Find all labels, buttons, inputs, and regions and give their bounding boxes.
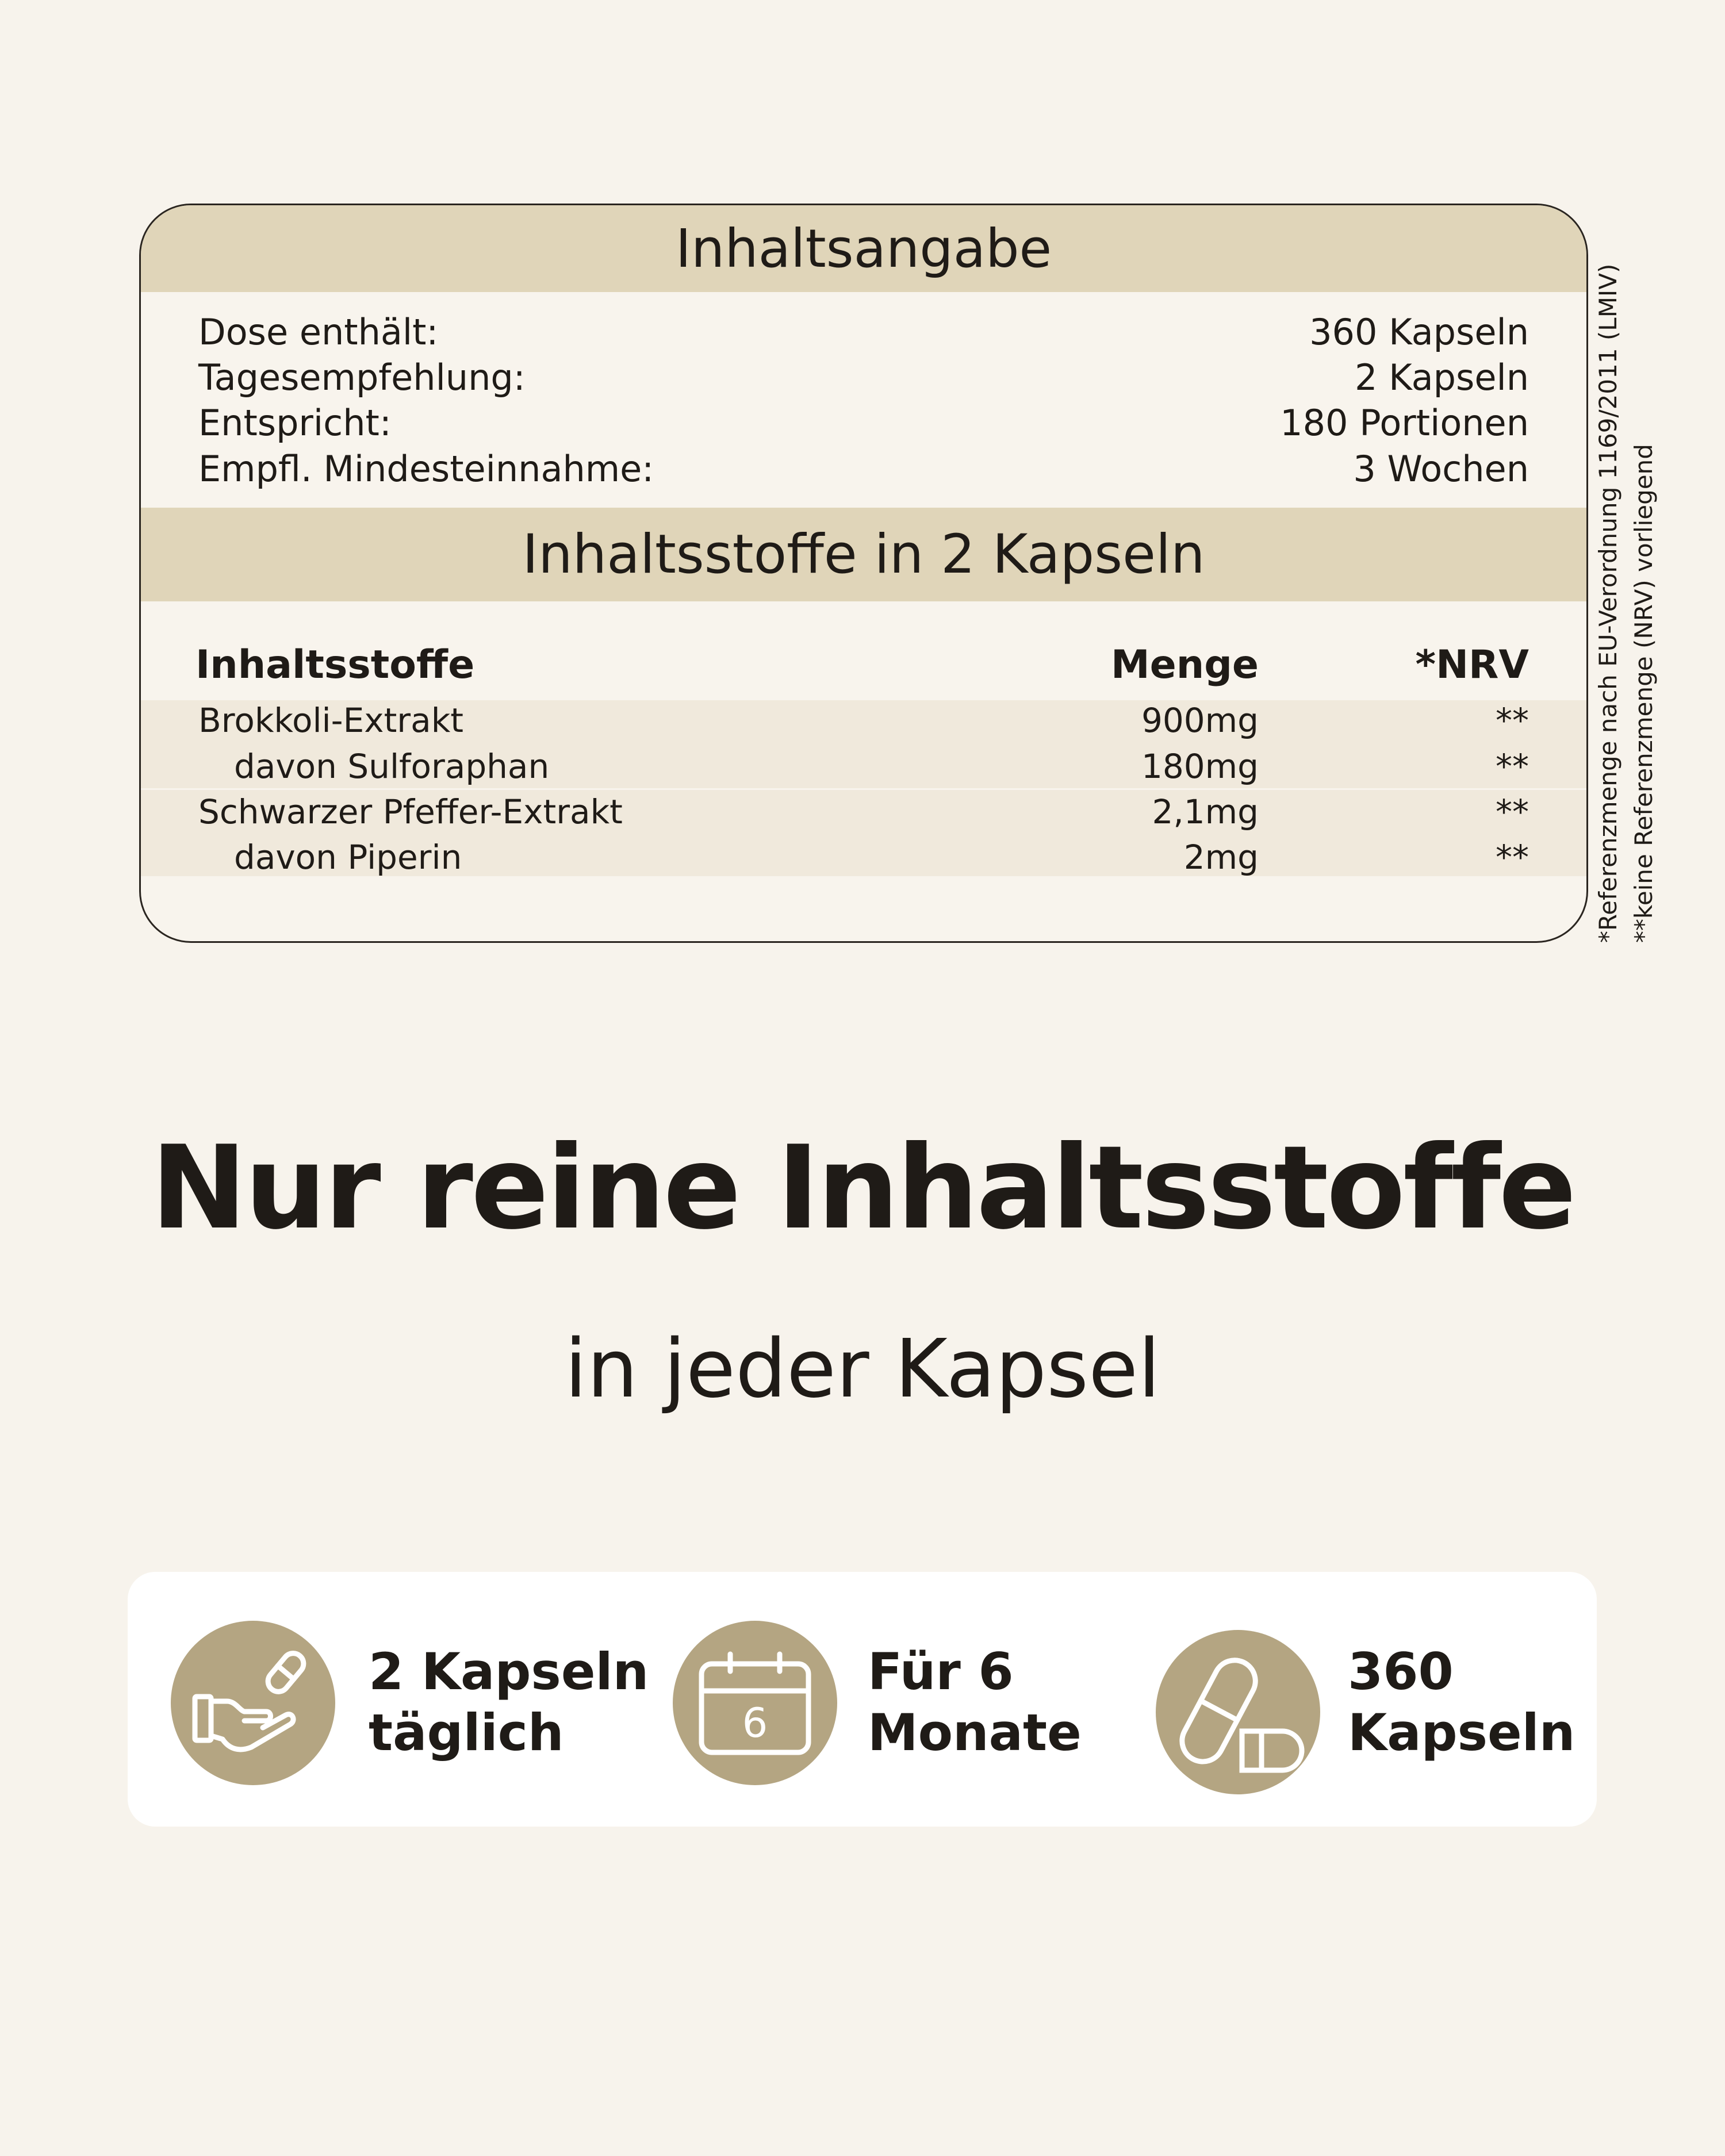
column-header-ingredient: Inhaltsstoffe (195, 642, 475, 688)
info-label: Tagesempfehlung: (198, 356, 526, 398)
feature-daily: 2 Kapseln täglich (369, 1641, 649, 1763)
row-stripe (141, 700, 1586, 788)
feature-line: Für 6 (868, 1642, 1014, 1701)
calendar-badge: 6 (742, 1700, 768, 1747)
column-header-amount: Menge (1111, 642, 1259, 688)
info-label: Dose enthält: (198, 310, 439, 353)
info-row: Dose enthält: 360 Kapseln (198, 309, 1529, 355)
table-row: davon Sulforaphan 180mg ** (141, 743, 1586, 789)
info-row: Tagesempfehlung: 2 Kapseln (198, 354, 1529, 400)
info-label: Empfl. Mindesteinnahme: (198, 447, 654, 490)
row-nrv: ** (1496, 701, 1529, 740)
row-amount: 2,1mg (1152, 792, 1259, 831)
feature-count: 360 Kapseln (1348, 1641, 1575, 1763)
row-nrv: ** (1496, 747, 1529, 786)
feature-line: Kapseln (1348, 1703, 1575, 1762)
info-row: Empfl. Mindesteinnahme: 3 Wochen (198, 446, 1529, 492)
feature-line: 2 Kapseln (369, 1642, 649, 1701)
row-name: Schwarzer Pfeffer-Extrakt (198, 792, 623, 831)
table-row: davon Piperin 2mg ** (141, 834, 1586, 880)
table-row: Schwarzer Pfeffer-Extrakt 2,1mg ** (141, 789, 1586, 835)
feature-line: Monate (868, 1703, 1082, 1762)
info-row: Entspricht: 180 Portionen (198, 400, 1529, 446)
row-amount: 900mg (1141, 701, 1259, 740)
headline: Nur reine Inhaltsstoffe (151, 1121, 1577, 1255)
info-value: 180 Portionen (1280, 401, 1529, 444)
row-name: davon Piperin (234, 838, 462, 877)
nutrition-card: Inhaltsangabe Dose enthält: 360 Kapseln T… (139, 204, 1588, 943)
footnote-no-nrv: **keine Referenzmenge (NRV) vorliegend (1630, 444, 1658, 943)
capsules-icon (1156, 1630, 1320, 1794)
info-label: Entspricht: (198, 401, 392, 444)
card-title: Inhaltsangabe (141, 205, 1586, 292)
row-nrv: ** (1496, 838, 1529, 877)
info-value: 3 Wochen (1353, 447, 1529, 490)
row-nrv: ** (1496, 792, 1529, 831)
row-stripe (141, 790, 1586, 876)
table-row: Brokkoli-Extrakt 900mg ** (141, 697, 1586, 743)
feature-line: täglich (369, 1703, 564, 1762)
info-value: 2 Kapseln (1354, 356, 1529, 398)
info-value: 360 Kapseln (1309, 310, 1529, 353)
subheadline: in jeder Kapsel (564, 1322, 1161, 1416)
footnote-nrv: *Referenzmenge nach EU-Verordnung 1169/2… (1594, 263, 1622, 943)
row-name: davon Sulforaphan (234, 747, 550, 786)
feature-months: Für 6 Monate (868, 1641, 1082, 1763)
row-amount: 180mg (1141, 747, 1259, 786)
hand-capsule-icon (171, 1621, 335, 1785)
features-box (128, 1572, 1597, 1827)
calendar-icon: 6 (673, 1621, 837, 1785)
row-amount: 2mg (1183, 838, 1259, 877)
row-name: Brokkoli-Extrakt (198, 701, 464, 740)
column-header-nrv: *NRV (1415, 642, 1529, 688)
feature-line: 360 (1348, 1642, 1454, 1701)
ingredients-title: Inhaltsstoffe in 2 Kapseln (141, 508, 1586, 601)
